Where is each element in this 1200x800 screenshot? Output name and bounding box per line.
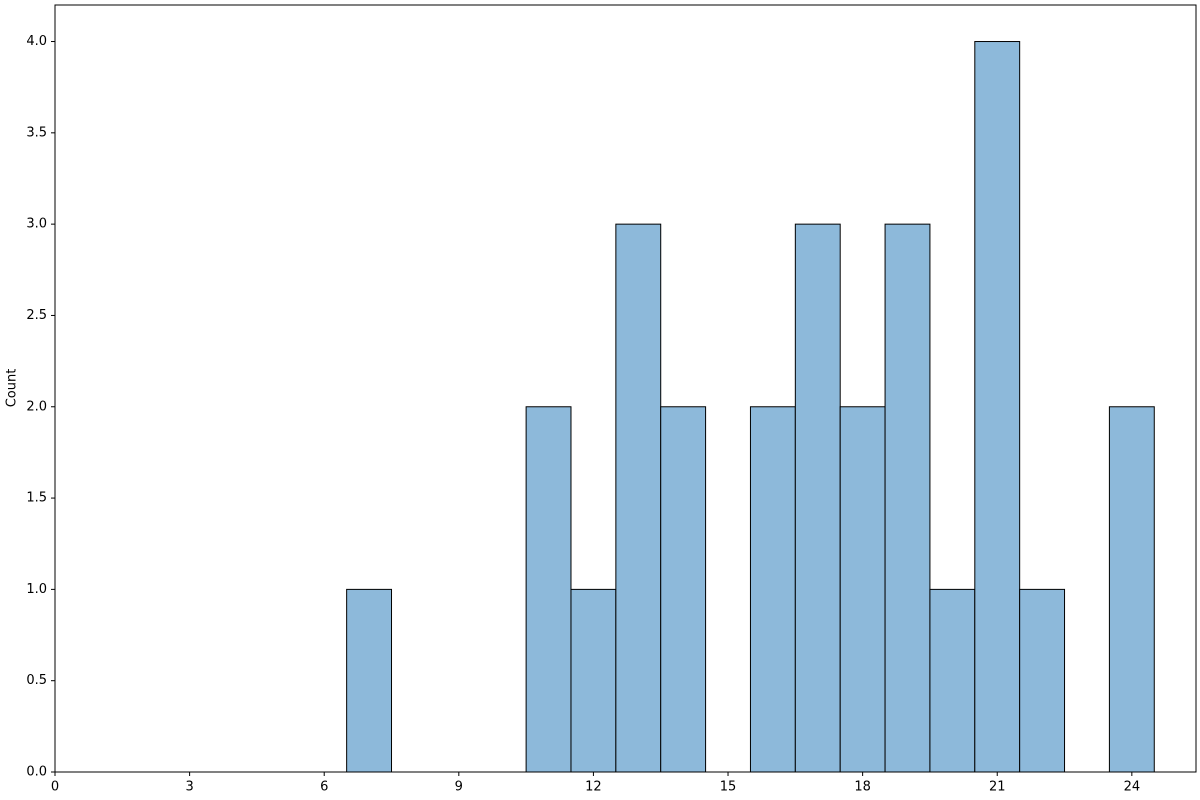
y-tick-label: 4.0 — [26, 34, 47, 49]
bar — [660, 406, 707, 773]
x-tick-label: 18 — [854, 780, 871, 795]
bar — [974, 41, 1021, 773]
plot-frame — [54, 4, 1197, 773]
x-tick-label: 3 — [185, 780, 193, 795]
y-tick-label: 1.5 — [26, 491, 47, 506]
y-tick-label: 3.0 — [26, 217, 47, 232]
y-tick-label: 0.5 — [26, 673, 47, 688]
y-tick-label: 2.0 — [26, 399, 47, 414]
x-tick-label: 9 — [455, 780, 463, 795]
bar — [525, 406, 572, 773]
bar — [570, 588, 617, 773]
bar — [1019, 588, 1066, 773]
x-tick-label: 12 — [585, 780, 602, 795]
bar — [794, 223, 841, 773]
bar — [749, 406, 796, 773]
y-tick-label: 1.0 — [26, 582, 47, 597]
y-tick-label: 0.0 — [26, 765, 47, 780]
bar — [839, 406, 886, 773]
y-axis-label: Count — [5, 369, 20, 408]
y-tick-label: 3.5 — [26, 125, 47, 140]
bar — [615, 223, 662, 773]
x-tick-label: 21 — [989, 780, 1006, 795]
x-tick-label: 0 — [51, 780, 59, 795]
x-tick-label: 24 — [1124, 780, 1141, 795]
y-tick-label: 2.5 — [26, 308, 47, 323]
x-tick-label: 6 — [320, 780, 328, 795]
x-tick-label: 15 — [720, 780, 737, 795]
bar — [1108, 406, 1155, 773]
bar — [884, 223, 931, 773]
bar — [346, 588, 393, 773]
bar — [929, 588, 976, 773]
